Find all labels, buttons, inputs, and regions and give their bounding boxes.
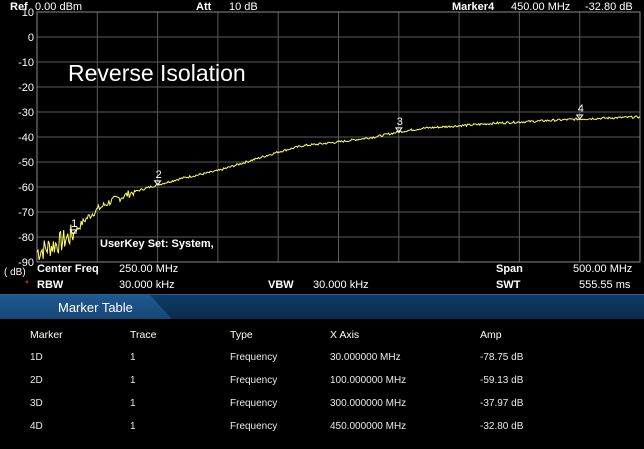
marker-table-header-bar: Marker Table [0,294,644,319]
y-tick-label: -10 [18,57,34,69]
plot-title: Reverse Isolation [68,60,246,86]
att-label: Att [196,1,212,13]
center-freq-value[interactable]: 250.00 MHz [119,263,179,275]
marker-table-cell: -59.13 dB [480,375,524,386]
rbw-indicator-icon: * [25,279,29,290]
y-tick-label: -80 [18,232,34,244]
marker-table-column-header: Marker [30,329,63,341]
marker-table-cell: 1 [130,421,136,432]
y-tick-label: -90 [18,257,34,269]
marker-1-label: 1 [71,218,77,230]
plot-grid [36,11,641,263]
swt-value[interactable]: 555.55 ms [579,279,631,291]
spectrum-plot[interactable]: 10 0 -10 -20 -30 -40 -50 -60 -70 -80 -90 1 2 3 4 [0,0,644,294]
marker-2-label: 2 [156,169,162,181]
marker-table-cell: 4D [30,421,43,432]
marker-table-cell: Frequency [230,352,278,363]
marker-table-tab[interactable] [0,295,172,319]
marker-4-icon [575,114,584,120]
marker-table-cell: Frequency [230,398,278,409]
marker-table-cell: Frequency [230,421,278,432]
span-label: Span [496,263,523,275]
plot-frame [36,11,641,263]
y-tick-label: 10 [22,7,34,19]
ref-label: Ref [10,1,28,13]
trace-1 [36,115,641,260]
marker-table-cell: 100.000000 MHz [330,375,407,386]
y-tick-label: -20 [18,82,34,94]
marker-label: Marker4 [452,1,495,13]
span-value[interactable]: 500.00 MHz [573,263,633,275]
rbw-label: RBW [37,279,64,291]
y-tick-label: 0 [28,32,34,44]
marker-amp: -32.80 dB [585,1,633,13]
marker-3-icon [394,127,403,133]
center-freq-label: Center Freq [37,263,99,275]
rbw-value[interactable]: 30.000 kHz [119,279,175,291]
marker-table-column-header: X Axis [330,329,360,341]
marker-table-cell: 450.000000 MHz [330,421,407,432]
marker-table-cell: -32.80 dB [480,421,524,432]
marker-table-cell: -78.75 dB [480,352,524,363]
marker-table-cell: 300.000000 MHz [330,398,407,409]
y-tick-label: -40 [18,132,34,144]
y-tick-label: -70 [18,207,34,219]
y-tick-label: -30 [18,107,34,119]
marker-table-cell: Frequency [230,375,278,386]
marker-2-icon [153,180,162,186]
ref-value: 0.00 dBm [35,1,83,13]
marker-table-column-header: Type [230,329,253,341]
marker-table-title: Marker Table [58,300,133,315]
y-tick-label: -60 [18,182,34,194]
vbw-label: VBW [268,279,294,291]
att-value: 10 dB [229,1,258,13]
marker-table-cell: 1 [130,352,136,363]
marker-table-cell: -37.97 dB [480,398,524,409]
unit-label: ( dB) [4,267,26,278]
marker-table-cell: 3D [30,398,43,409]
swt-label: SWT [496,279,521,291]
marker-1-icon [69,229,78,235]
marker-4-label: 4 [578,103,584,115]
markers: 1 2 3 4 [69,103,584,235]
marker-table-cell: 1 [130,375,136,386]
marker-table-column-header: Amp [480,329,502,341]
marker-table-cell: 30.000000 MHz [330,352,401,363]
marker-table-cell: 2D [30,375,43,386]
y-axis-ticks: 10 0 -10 -20 -30 -40 -50 -60 -70 -80 -90 [18,7,34,269]
marker-table-column-header: Trace [130,329,157,341]
marker-table-cell: 1D [30,352,43,363]
marker-3-label: 3 [397,116,403,128]
marker-freq: 450.00 MHz [511,1,571,13]
y-tick-label: -50 [18,157,34,169]
userkey-text: UserKey Set: System, [100,238,214,250]
vbw-value[interactable]: 30.000 kHz [313,279,369,291]
marker-table-cell: 1 [130,398,136,409]
